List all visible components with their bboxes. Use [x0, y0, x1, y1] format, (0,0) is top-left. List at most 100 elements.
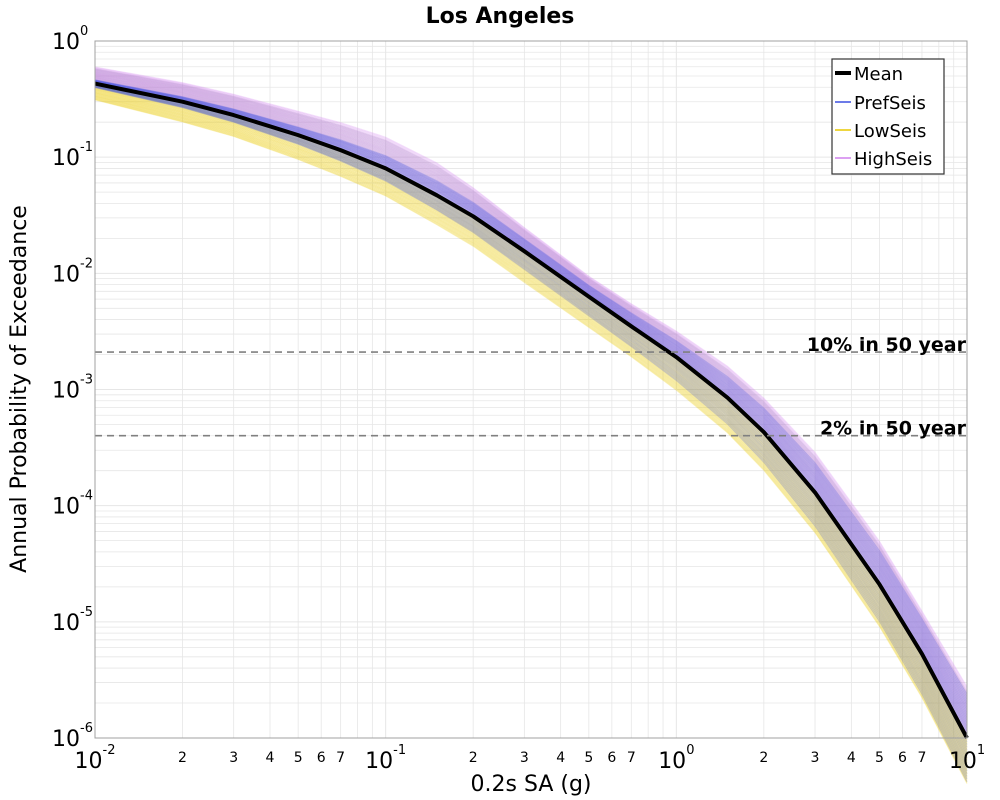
curve-pref-seis	[94, 85, 968, 767]
curve-pref-seis	[94, 84, 968, 751]
curve-mix-seis	[94, 72, 968, 705]
curve-high-seis	[94, 76, 968, 720]
curve-low-seis	[94, 91, 968, 761]
curve-low-seis	[94, 98, 968, 782]
curve-mix-seis	[94, 76, 968, 718]
curve-high-seis	[94, 80, 968, 730]
legend-label-pref: PrefSeis	[854, 93, 926, 114]
curve-pref-seis	[94, 85, 968, 769]
curve-high-seis	[94, 68, 968, 695]
curve-low-seis	[94, 85, 968, 746]
curve-pref-seis	[94, 86, 968, 777]
plot-frame	[94, 40, 968, 739]
curve-low-seis	[94, 88, 968, 754]
curve-mix-seis	[94, 79, 968, 727]
curve-mix-seis	[94, 70, 968, 699]
x-tick-label: 100	[658, 743, 694, 774]
x-minor-tick-label: 4	[556, 750, 565, 766]
curve-mix-seis	[94, 71, 968, 702]
curve-low-seis	[94, 89, 968, 757]
curve-mix-seis	[94, 74, 968, 713]
curve-pref-seis	[94, 81, 968, 722]
curve-low-seis	[94, 99, 968, 784]
curve-pref-seis	[94, 85, 968, 761]
reference-label-1: 10% in 50 year	[807, 334, 967, 356]
curve-mix-seis	[94, 78, 968, 726]
curve-mix-seis	[94, 75, 968, 716]
curve-low-seis	[94, 94, 968, 772]
curve-pref-seis	[94, 85, 968, 764]
curve-low-seis	[94, 96, 968, 776]
curve-pref-seis	[94, 80, 968, 703]
curve-mix-seis	[94, 73, 968, 708]
curve-low-seis	[94, 95, 968, 773]
x-axis-label: 0.2s SA (g)	[471, 772, 592, 797]
curve-high-seis	[94, 79, 968, 729]
x-minor-tick-label: 6	[607, 750, 616, 766]
curve-high-seis	[94, 67, 968, 691]
curve-mix-seis	[94, 70, 968, 700]
x-tick-label: 10-1	[365, 743, 406, 774]
y-tick-label: 10-1	[52, 140, 93, 171]
y-tick-label: 10-2	[52, 256, 93, 287]
curve-pref-seis	[94, 82, 968, 727]
curve-pref-seis	[94, 81, 968, 724]
legend-label-low: LowSeis	[854, 121, 926, 142]
curve-mix-seis	[94, 69, 968, 696]
curve-pref-seis	[94, 84, 968, 753]
x-minor-tick-label: 3	[811, 750, 820, 766]
curve-high-seis	[94, 79, 968, 727]
curve-pref-seis	[94, 86, 968, 772]
curve-low-seis	[94, 96, 968, 777]
curve-low-seis	[94, 84, 968, 744]
curve-low-seis	[94, 92, 968, 767]
curve-pref-seis	[94, 79, 968, 700]
curve-low-seis	[94, 90, 968, 760]
curve-low-seis	[94, 90, 968, 758]
curve-mix-seis	[94, 74, 968, 711]
x-minor-tick-label: 4	[266, 750, 275, 766]
y-tick-label: 10-3	[52, 373, 93, 404]
curve-low-seis	[94, 97, 968, 780]
curve-low-seis	[94, 91, 968, 763]
curve-low-seis	[94, 89, 968, 756]
curve-pref-seis	[94, 79, 968, 695]
curve-high-seis	[94, 66, 968, 689]
y-tick-label: 10-5	[52, 605, 93, 636]
curve-mix-seis	[94, 72, 968, 706]
x-tick-label: 10-2	[75, 743, 116, 774]
x-minor-tick-label: 3	[229, 750, 238, 766]
curve-mix-seis	[94, 77, 968, 722]
x-minor-tick-label: 7	[627, 750, 636, 766]
curve-high-seis	[94, 67, 968, 692]
curve-high-seis	[94, 69, 968, 698]
curve-low-seis	[94, 86, 968, 749]
curve-high-seis	[94, 70, 968, 700]
curve-low-seis	[94, 86, 968, 748]
curve-mix-seis	[94, 68, 968, 695]
legend-box	[831, 58, 945, 175]
x-minor-tick-label: 2	[469, 750, 478, 766]
curve-mix-seis	[94, 73, 968, 710]
curve-mix-seis	[94, 76, 968, 719]
legend-label-mean: Mean	[854, 64, 903, 85]
curve-mix-seis	[94, 71, 968, 704]
curve-high-seis	[94, 71, 968, 703]
curve-pref-seis	[94, 80, 968, 714]
curve-high-seis	[94, 80, 968, 732]
curve-mix-seis	[94, 68, 968, 693]
x-minor-tick-label: 5	[584, 750, 593, 766]
y-axis-label: Annual Probability of Exceedance	[7, 205, 32, 573]
mean-curve	[94, 81, 969, 739]
curve-low-seis	[94, 85, 968, 745]
curve-high-seis	[94, 77, 968, 721]
x-minor-tick-label: 5	[294, 750, 303, 766]
x-tick-label: 101	[949, 743, 985, 774]
x-minor-tick-label: 4	[847, 750, 856, 766]
curve-low-seis	[94, 93, 968, 768]
curve-pref-seis	[94, 87, 968, 782]
curve-high-seis	[94, 70, 968, 701]
curve-pref-seis	[94, 80, 968, 711]
curve-high-seis	[94, 76, 968, 718]
